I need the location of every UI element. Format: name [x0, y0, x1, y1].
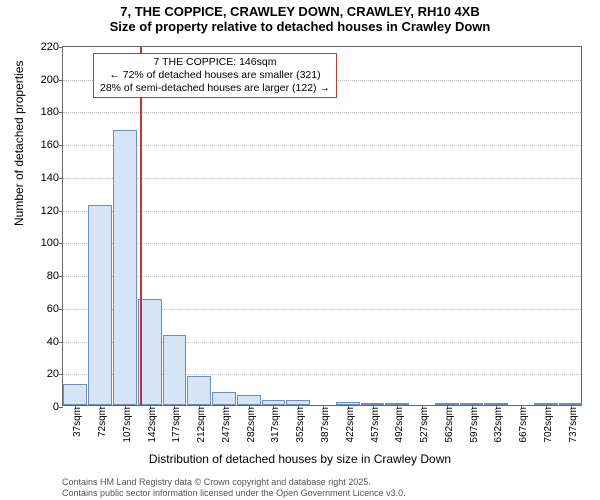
y-tick-label: 140 — [41, 172, 59, 184]
x-tick-label: 37sqm — [72, 377, 83, 407]
footer-line-2: Contains public sector information licen… — [62, 488, 406, 498]
callout-smaller-line: ← 72% of detached houses are smaller (32… — [100, 69, 330, 82]
property-callout: 7 THE COPPICE: 146sqm← 72% of detached h… — [93, 53, 337, 98]
chart-footer: Contains HM Land Registry data © Crown c… — [62, 477, 406, 498]
x-tick-label: 177sqm — [171, 371, 182, 407]
y-tick-mark — [59, 243, 63, 244]
y-tick-label: 220 — [41, 41, 59, 53]
x-tick-label: 317sqm — [270, 371, 281, 407]
y-tick-label: 60 — [47, 303, 59, 315]
x-tick-label: 562sqm — [444, 371, 455, 407]
chart-title: 7, THE COPPICE, CRAWLEY DOWN, CRAWLEY, R… — [0, 0, 600, 34]
y-tick-mark — [59, 374, 63, 375]
y-tick-label: 40 — [47, 336, 59, 348]
x-tick-label: 142sqm — [147, 371, 158, 407]
y-tick-mark — [59, 80, 63, 81]
x-tick-label: 702sqm — [543, 371, 554, 407]
footer-line-1: Contains HM Land Registry data © Crown c… — [62, 477, 406, 487]
y-tick-mark — [59, 145, 63, 146]
x-tick-label: 597sqm — [469, 371, 480, 407]
histogram-bar — [113, 130, 137, 405]
title-line-1: 7, THE COPPICE, CRAWLEY DOWN, CRAWLEY, R… — [0, 4, 600, 19]
y-tick-mark — [59, 112, 63, 113]
x-tick-label: 492sqm — [394, 371, 405, 407]
y-axis-label: Number of detached properties — [12, 61, 26, 226]
y-tick-label: 200 — [41, 74, 59, 86]
y-tick-label: 120 — [41, 205, 59, 217]
y-tick-label: 20 — [47, 368, 59, 380]
title-line-2: Size of property relative to detached ho… — [0, 19, 600, 34]
y-tick-mark — [59, 47, 63, 48]
plot-region: 02040608010012014016018020022037sqm72sqm… — [62, 46, 582, 406]
x-tick-label: 387sqm — [320, 371, 331, 407]
x-tick-label: 247sqm — [221, 371, 232, 407]
x-tick-label: 282sqm — [246, 371, 257, 407]
property-marker-line — [140, 47, 142, 405]
x-axis-label: Distribution of detached houses by size … — [0, 452, 600, 466]
y-tick-label: 100 — [41, 237, 59, 249]
y-tick-mark — [59, 276, 63, 277]
chart-area: 02040608010012014016018020022037sqm72sqm… — [62, 46, 582, 406]
y-tick-mark — [59, 178, 63, 179]
y-tick-label: 180 — [41, 106, 59, 118]
callout-header: 7 THE COPPICE: 146sqm — [100, 56, 330, 69]
x-tick-label: 72sqm — [97, 377, 108, 407]
y-tick-label: 80 — [47, 270, 59, 282]
x-tick-label: 737sqm — [568, 371, 579, 407]
y-tick-mark — [59, 211, 63, 212]
x-tick-label: 527sqm — [419, 371, 430, 407]
y-tick-mark — [59, 342, 63, 343]
y-tick-mark — [59, 309, 63, 310]
histogram-bar — [88, 205, 112, 405]
x-tick-label: 107sqm — [122, 371, 133, 407]
x-tick-label: 422sqm — [345, 371, 356, 407]
x-tick-label: 352sqm — [295, 371, 306, 407]
y-tick-label: 160 — [41, 139, 59, 151]
x-tick-label: 457sqm — [370, 371, 381, 407]
x-tick-label: 667sqm — [518, 371, 529, 407]
x-tick-label: 632sqm — [493, 371, 504, 407]
x-tick-label: 212sqm — [196, 371, 207, 407]
callout-larger-line: 28% of semi-detached houses are larger (… — [100, 82, 330, 95]
y-tick-mark — [59, 407, 63, 408]
